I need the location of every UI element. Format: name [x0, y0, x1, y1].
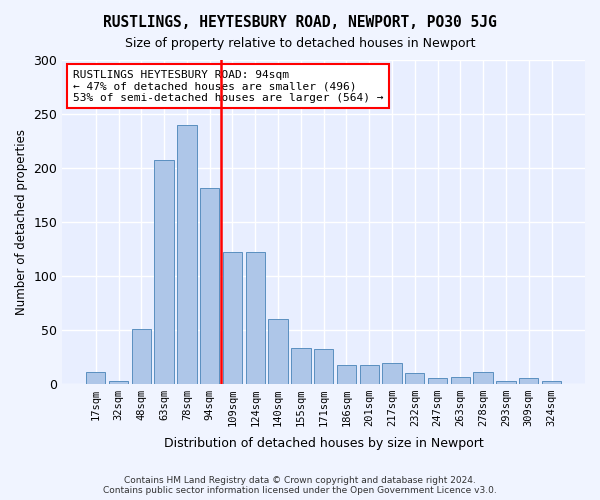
Text: Size of property relative to detached houses in Newport: Size of property relative to detached ho…	[125, 38, 475, 51]
Bar	[154, 160, 174, 384]
Bar	[337, 365, 356, 384]
Bar	[109, 382, 128, 384]
Bar	[131, 328, 151, 384]
X-axis label: Distribution of detached houses by size in Newport: Distribution of detached houses by size …	[164, 437, 484, 450]
Bar	[359, 365, 379, 384]
Bar	[291, 348, 311, 384]
Bar	[382, 363, 402, 384]
Bar	[496, 382, 515, 384]
Bar	[314, 349, 334, 384]
Bar	[405, 372, 424, 384]
Bar	[428, 378, 447, 384]
Bar	[86, 372, 106, 384]
Y-axis label: Number of detached properties: Number of detached properties	[15, 129, 28, 315]
Text: RUSTLINGS, HEYTESBURY ROAD, NEWPORT, PO30 5JG: RUSTLINGS, HEYTESBURY ROAD, NEWPORT, PO3…	[103, 15, 497, 30]
Bar	[451, 377, 470, 384]
Bar	[245, 252, 265, 384]
Bar	[177, 124, 197, 384]
Bar	[519, 378, 538, 384]
Bar	[473, 372, 493, 384]
Bar	[268, 319, 288, 384]
Bar	[223, 252, 242, 384]
Bar	[200, 188, 220, 384]
Text: RUSTLINGS HEYTESBURY ROAD: 94sqm
← 47% of detached houses are smaller (496)
53% : RUSTLINGS HEYTESBURY ROAD: 94sqm ← 47% o…	[73, 70, 383, 103]
Text: Contains HM Land Registry data © Crown copyright and database right 2024.
Contai: Contains HM Land Registry data © Crown c…	[103, 476, 497, 495]
Bar	[542, 382, 561, 384]
